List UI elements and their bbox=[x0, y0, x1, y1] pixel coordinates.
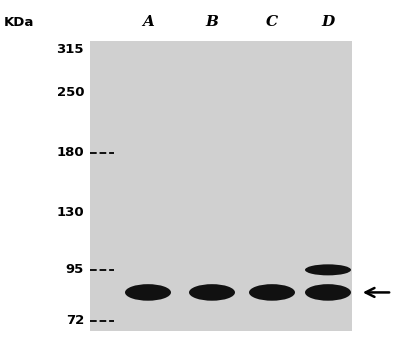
Ellipse shape bbox=[305, 284, 351, 301]
Text: 95: 95 bbox=[66, 263, 84, 276]
Text: 315: 315 bbox=[56, 43, 84, 57]
Ellipse shape bbox=[189, 284, 235, 301]
Text: 130: 130 bbox=[56, 206, 84, 219]
Text: 72: 72 bbox=[66, 314, 84, 327]
Text: B: B bbox=[206, 16, 218, 29]
Ellipse shape bbox=[249, 284, 295, 301]
Text: C: C bbox=[266, 16, 278, 29]
FancyBboxPatch shape bbox=[90, 41, 352, 331]
Text: A: A bbox=[142, 16, 154, 29]
Ellipse shape bbox=[305, 264, 351, 275]
Text: 250: 250 bbox=[56, 86, 84, 99]
Text: 180: 180 bbox=[56, 146, 84, 159]
Text: KDa: KDa bbox=[4, 16, 34, 29]
Text: D: D bbox=[321, 16, 335, 29]
Ellipse shape bbox=[125, 284, 171, 301]
